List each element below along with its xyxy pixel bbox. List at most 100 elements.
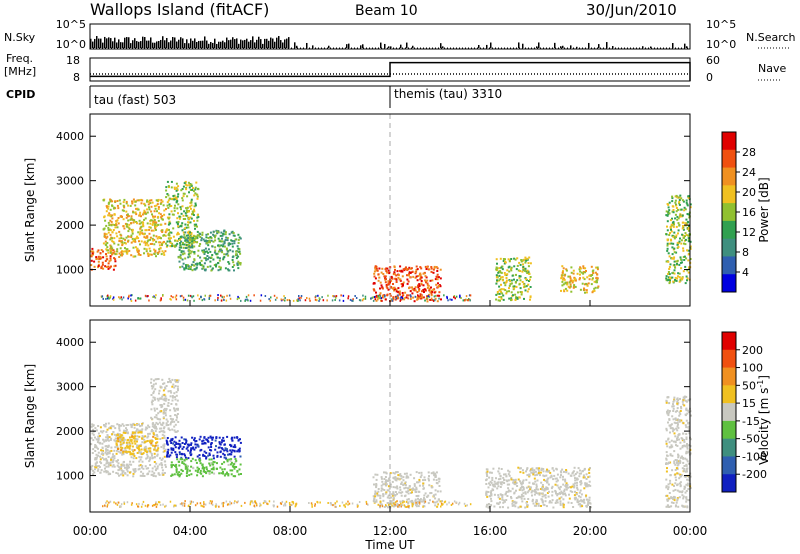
nsky-bar <box>136 41 138 48</box>
ground-scatter-cell <box>370 297 372 300</box>
scatter-cell <box>155 449 158 452</box>
scatter-cell <box>439 500 442 503</box>
scatter-cell <box>559 470 562 473</box>
scatter-cell <box>381 294 384 297</box>
scatter-cell <box>117 469 120 472</box>
scatter-cell <box>113 457 116 460</box>
scatter-cell <box>148 199 151 202</box>
ground-scatter-cell <box>464 504 467 507</box>
scatter-cell <box>177 379 180 382</box>
scatter-cell <box>111 460 114 463</box>
scatter-cell <box>148 470 151 473</box>
scatter-cell <box>143 209 146 212</box>
scatter-cell <box>569 490 572 493</box>
scatter-cell <box>181 253 184 256</box>
scatter-cell <box>500 468 503 470</box>
scatter-cell <box>525 285 528 288</box>
nsearch-tick-top: 10^5 <box>706 18 736 31</box>
scatter-cell <box>684 208 687 211</box>
scatter-cell <box>585 504 588 507</box>
scatter-cell <box>159 213 162 216</box>
nsky-bar <box>114 37 116 48</box>
scatter-cell <box>404 291 407 294</box>
scatter-cell <box>161 215 164 217</box>
scatter-cell <box>196 474 199 477</box>
scatter-cell <box>395 479 398 482</box>
scatter-cell <box>107 221 110 224</box>
scatter-cell <box>522 488 525 491</box>
scatter-cell <box>682 225 685 227</box>
scatter-cell <box>169 222 172 225</box>
scatter-cell <box>563 488 566 491</box>
scatter-cell <box>135 237 138 240</box>
scatter-cell <box>175 221 178 224</box>
scatter-cell <box>424 479 427 481</box>
ground-scatter-cell <box>251 500 253 503</box>
scatter-cell <box>155 416 158 419</box>
scatter-cell <box>223 242 226 245</box>
scatter-cell <box>90 468 93 471</box>
scatter-cell <box>496 279 498 282</box>
scatter-cell <box>382 499 385 502</box>
scatter-cell <box>398 290 401 293</box>
nsky-bar <box>92 41 94 48</box>
nsky-bar <box>606 42 608 48</box>
scatter-cell <box>207 470 210 473</box>
scatter-cell <box>537 488 540 491</box>
scatter-cell <box>376 492 379 495</box>
scatter-cell <box>403 487 406 490</box>
scatter-cell <box>166 420 169 423</box>
scatter-cell <box>239 441 242 444</box>
scatter-cell <box>154 444 157 447</box>
scatter-cell <box>668 441 671 444</box>
scatter-cell <box>141 437 143 440</box>
scatter-cell <box>676 489 679 492</box>
ground-scatter-cell <box>220 294 222 297</box>
scatter-cell <box>184 438 187 441</box>
scatter-cell <box>389 472 392 475</box>
scatter-cell <box>391 277 394 280</box>
ground-scatter-cell <box>208 298 210 300</box>
scatter-cell <box>131 202 134 205</box>
scatter-cell <box>172 447 175 450</box>
scatter-cell <box>668 402 671 405</box>
scatter-cell <box>157 418 160 421</box>
scatter-cell <box>207 251 209 254</box>
scatter-cell <box>536 473 539 476</box>
scatter-cell <box>548 501 551 504</box>
scatter-cell <box>128 466 130 469</box>
scatter-cell <box>403 472 406 475</box>
scatter-cell <box>513 491 516 494</box>
scatter-cell <box>177 474 180 477</box>
scatter-cell <box>94 458 97 461</box>
scatter-cell <box>153 409 156 412</box>
scatter-cell <box>192 446 195 449</box>
nsky-bar <box>560 46 562 48</box>
ground-scatter-cell <box>192 501 194 504</box>
scatter-cell <box>193 205 196 208</box>
scatter-cell <box>492 467 495 470</box>
scatter-cell <box>516 257 519 260</box>
scatter-cell <box>673 247 676 250</box>
scatter-cell <box>155 228 157 231</box>
scatter-cell <box>154 249 157 252</box>
scatter-cell <box>137 208 140 211</box>
scatter-cell <box>422 498 425 501</box>
scatter-cell <box>425 276 428 279</box>
scatter-cell <box>193 438 196 441</box>
scatter-cell <box>560 289 562 292</box>
scatter-cell <box>109 238 112 241</box>
scatter-cell <box>591 278 594 281</box>
scatter-cell <box>199 233 202 236</box>
scatter-cell <box>181 458 184 461</box>
scatter-cell <box>414 498 417 501</box>
ground-scatter-cell <box>220 299 223 302</box>
scatter-cell <box>150 416 153 419</box>
ground-scatter-cell <box>105 501 107 504</box>
scatter-cell <box>221 468 224 471</box>
scatter-cell <box>573 284 576 287</box>
scatter-cell <box>133 426 136 429</box>
scatter-cell <box>552 506 555 509</box>
scatter-cell <box>166 451 169 453</box>
scatter-cell <box>106 428 109 431</box>
